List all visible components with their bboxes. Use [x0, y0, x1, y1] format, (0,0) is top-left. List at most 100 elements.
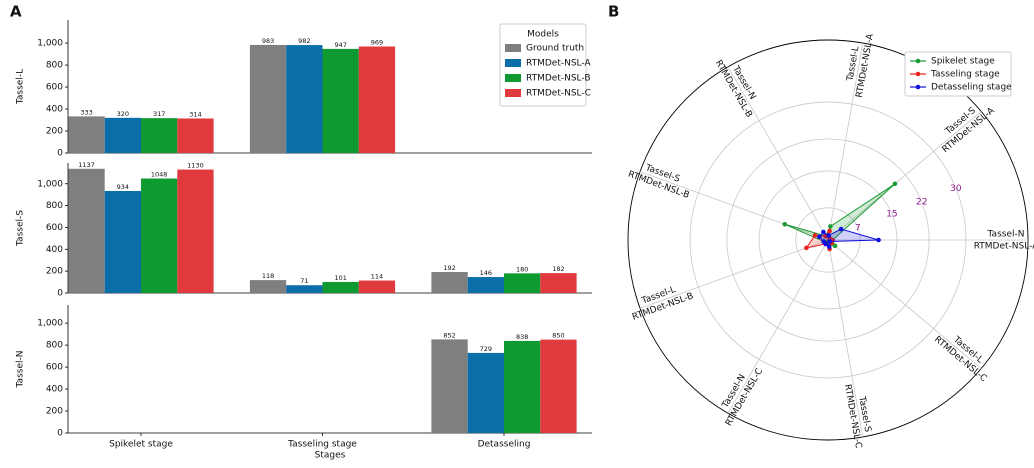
spoke [827, 239, 864, 438]
legend-marker [915, 58, 921, 64]
series-point [892, 181, 898, 187]
bar-value-label: 934 [117, 183, 129, 191]
spoke [727, 239, 829, 414]
legend-label: RTMDet-NSL-C [526, 89, 591, 99]
bar [322, 48, 359, 153]
bar-value-label: 192 [443, 264, 455, 272]
series-point [828, 224, 833, 229]
bar-value-label: 947 [334, 41, 346, 49]
bar [177, 169, 214, 293]
y-tick-label: 600 [46, 223, 63, 233]
x-axis-label: Stages [315, 451, 346, 461]
series-point [823, 241, 829, 247]
bar [358, 46, 396, 153]
bar [540, 339, 577, 433]
legend-swatch [505, 59, 521, 67]
bar [104, 117, 141, 153]
spoke [727, 66, 829, 241]
spoke [639, 239, 829, 309]
legend-swatch [505, 74, 521, 82]
legend-swatch [505, 44, 521, 52]
panel-label: B [608, 3, 619, 21]
bar-value-label: 118 [262, 272, 274, 280]
bar [286, 45, 323, 153]
bar-value-label: 838 [516, 333, 528, 341]
bar [467, 352, 504, 433]
bar-value-label: 146 [480, 269, 492, 277]
bar [358, 280, 396, 293]
series-area [818, 228, 879, 248]
series-point [821, 229, 826, 235]
y-tick-label: 800 [46, 201, 63, 211]
bar [504, 273, 541, 293]
spoke [827, 111, 982, 241]
bar-value-label: 333 [80, 108, 92, 116]
y-tick-label: 200 [46, 267, 63, 277]
bar-value-label: 982 [298, 37, 310, 45]
bar [68, 116, 105, 153]
series-point [827, 228, 832, 234]
series-point [826, 244, 832, 250]
bar [322, 281, 359, 293]
series-point [826, 233, 832, 238]
y-tick-label: 1,000 [37, 179, 63, 189]
legend-label: Ground truth [526, 44, 584, 54]
series-point [832, 243, 838, 249]
bar [286, 285, 323, 293]
bar-value-label: 317 [153, 110, 165, 118]
bar [177, 118, 214, 153]
y-axis-label: Tassel-S [16, 210, 26, 247]
series-point [804, 245, 809, 251]
y-axis-label: Tassel-L [16, 69, 26, 105]
bar [104, 190, 141, 293]
series-point [838, 226, 844, 232]
bar [249, 280, 287, 293]
y-tick-label: 0 [57, 149, 63, 159]
legend-label: Tasseling stage [930, 70, 1000, 80]
spoke [827, 42, 864, 241]
spoke-label: RTMDet-NSL-A [974, 242, 1034, 252]
spoke-label: Tassel-N [987, 230, 1025, 240]
bar-value-label: 114 [371, 273, 383, 281]
legend-title: Models [527, 30, 559, 40]
bar-value-label: 1137 [78, 161, 95, 169]
legend-marker [915, 84, 921, 90]
bar-value-label: 983 [262, 37, 274, 45]
x-tick-label: Tasseling stage [287, 440, 357, 450]
y-tick-label: 1,000 [37, 319, 63, 329]
bar [467, 277, 504, 293]
spoke [639, 171, 829, 241]
r-tick-label: 15 [886, 210, 897, 220]
y-tick-label: 400 [46, 385, 63, 395]
legend-label: RTMDet-NSL-A [526, 59, 591, 69]
series-point [812, 232, 818, 238]
series-point [782, 221, 788, 227]
bar [141, 118, 178, 153]
legend-marker [915, 71, 921, 77]
bar-value-label: 729 [480, 345, 492, 353]
y-tick-label: 0 [57, 429, 63, 439]
y-axis-label: Tassel-N [16, 351, 26, 389]
y-tick-label: 800 [46, 341, 63, 351]
panel-label: A [10, 3, 22, 21]
legend-label: RTMDet-NSL-B [526, 74, 591, 84]
bar-value-label: 850 [552, 332, 564, 340]
r-tick-label: 22 [916, 198, 927, 208]
y-tick-label: 400 [46, 105, 63, 115]
y-tick-label: 600 [46, 83, 63, 93]
y-tick-label: 1,000 [37, 39, 63, 49]
bar-value-label: 320 [117, 110, 129, 118]
y-tick-label: 200 [46, 127, 63, 137]
y-tick-label: 200 [46, 407, 63, 417]
legend-label: Detasseling stage [931, 83, 1012, 93]
bar-value-label: 180 [516, 265, 528, 273]
bar-value-label: 71 [300, 277, 308, 285]
bar [540, 273, 577, 293]
bar [504, 340, 541, 433]
bar-value-label: 852 [443, 331, 455, 339]
bar [249, 44, 287, 153]
bar [68, 168, 105, 293]
bar [431, 339, 468, 433]
r-tick-label: 30 [950, 184, 962, 194]
